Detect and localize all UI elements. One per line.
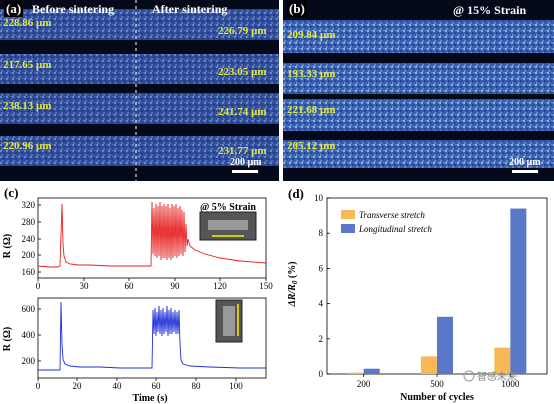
- top-x-tick-label: 120: [213, 281, 227, 291]
- panel-b-tag: (b): [287, 1, 307, 17]
- bar-longitudinal: [510, 208, 527, 374]
- top-x-tick-label: 150: [259, 281, 273, 291]
- panel-b-image: [283, 0, 554, 181]
- top-x-tick-label: 90: [171, 281, 181, 291]
- panel-a-left-title: Before sintering: [32, 2, 115, 16]
- top-y-tick-label: 200: [22, 250, 36, 260]
- top-y-tick-label: 240: [22, 234, 36, 244]
- watermark-text: 智感未来: [477, 370, 517, 383]
- top-y-tick-label: 160: [22, 267, 36, 277]
- panel-a-right-title: After sintering: [152, 2, 228, 16]
- bottom-ticks: [37, 308, 237, 381]
- bottom-x-tick-label: 40: [113, 381, 123, 391]
- width-label: 205.12 µm: [287, 140, 336, 152]
- legend-label-longitudinal: Longitudinal stretch: [358, 224, 432, 234]
- bottom-x-tick-label: 0: [36, 381, 41, 391]
- bar-transverse: [494, 347, 511, 374]
- panel-c-tag: (c): [4, 185, 19, 200]
- panel-b-micrograph: (b) @ 15% Strain 209.84 µm 193.33 µm 221…: [283, 0, 554, 181]
- width-label: 228.86 µm: [3, 17, 52, 29]
- x-axis-label: Time (s): [132, 393, 167, 404]
- bottom-x-tick-label: 80: [192, 381, 202, 391]
- panel-b-title: @ 15% Strain: [453, 3, 527, 17]
- bottom-plot-frame: [37, 297, 267, 379]
- top-y-tick-label: 320: [22, 200, 36, 210]
- bar-y-axis-label: ΔR/R0 (%): [287, 261, 299, 307]
- bottom-y-tick-label: 400: [22, 330, 36, 340]
- y-tick-label: 4: [319, 299, 324, 309]
- bar-transverse: [421, 356, 437, 374]
- blue-resistance-trace: [38, 301, 266, 371]
- x-tick-label: 1000: [501, 379, 520, 389]
- panel-c-plots: 320 280 240 200 160 0 30 60 90 120 150 R…: [2, 197, 273, 404]
- width-label: 226.79 µm: [218, 25, 267, 37]
- y-tick-label: 8: [319, 228, 324, 238]
- width-label: 241.74 µm: [218, 106, 267, 118]
- top-x-tick-label: 60: [125, 281, 135, 291]
- bar-y-ticks: 0 2 4 6 8 10: [314, 193, 330, 379]
- width-label: 238.13 µm: [3, 100, 52, 112]
- panel-a-image: [0, 0, 279, 181]
- scale-bar-label: 200 µm: [509, 157, 541, 168]
- panel-d-bar-chart: 0 2 4 6 8 10 200 500 1000 ΔR/R0 (%) Number of c…: [287, 193, 548, 403]
- top-x-tick-label: 0: [36, 281, 41, 291]
- y-tick-label: 6: [319, 263, 324, 273]
- x-tick-label: 200: [357, 379, 371, 389]
- panel-a-micrograph: (a) Before sintering After sintering 228…: [0, 0, 279, 181]
- top-plot-frame: [37, 197, 267, 279]
- top-y-tick-label: 280: [22, 217, 36, 227]
- legend-swatch-longitudinal: [341, 224, 355, 233]
- bar-series-group: [347, 208, 527, 374]
- width-label: 209.84 µm: [287, 29, 336, 41]
- bar-longitudinal: [363, 368, 380, 374]
- scale-bar-label: 200 µm: [230, 157, 262, 168]
- width-label: 231.77 µm: [218, 145, 267, 157]
- panel-a-tag: (a): [4, 1, 24, 17]
- bar-x-ticks: 200 500 1000: [357, 374, 520, 389]
- y-tick-label: 2: [319, 334, 324, 344]
- top-y-ticks: [37, 204, 267, 281]
- bottom-y-axis-label: R (Ω): [2, 327, 13, 351]
- y-tick-label: 10: [314, 193, 324, 203]
- width-label: 220.96 µm: [3, 140, 52, 152]
- bar-x-axis-label: Number of cycles: [400, 392, 474, 403]
- red-resistance-trace: [37, 201, 267, 268]
- bottom-x-tick-label: 20: [73, 381, 83, 391]
- bar-legend: Transverse stretch Longitudinal stretch: [341, 210, 432, 234]
- bottom-x-tick-label: 100: [229, 381, 243, 391]
- legend-label-transverse: Transverse stretch: [359, 210, 425, 220]
- top-y-axis-label: R (Ω): [2, 234, 13, 258]
- x-tick-label: 500: [430, 379, 444, 389]
- width-label: 193.33 µm: [287, 68, 336, 80]
- bottom-y-tick-label: 200: [22, 356, 36, 366]
- width-label: 223.05 µm: [218, 66, 267, 78]
- bottom-x-tick-label: 60: [152, 381, 162, 391]
- width-label: 217.65 µm: [3, 59, 52, 71]
- wechat-logo: [463, 370, 475, 382]
- legend-swatch-transverse: [341, 210, 355, 219]
- width-label: 221.68 µm: [287, 104, 336, 116]
- bottom-y-tick-label: 600: [22, 304, 36, 314]
- y-tick-label: 0: [319, 369, 324, 379]
- panel-d-tag: (d): [288, 186, 304, 201]
- bar-transverse: [347, 372, 364, 374]
- top-x-tick-label: 30: [80, 281, 90, 291]
- strain-annotation: @ 5% Strain: [200, 202, 256, 213]
- bar-longitudinal: [437, 316, 453, 374]
